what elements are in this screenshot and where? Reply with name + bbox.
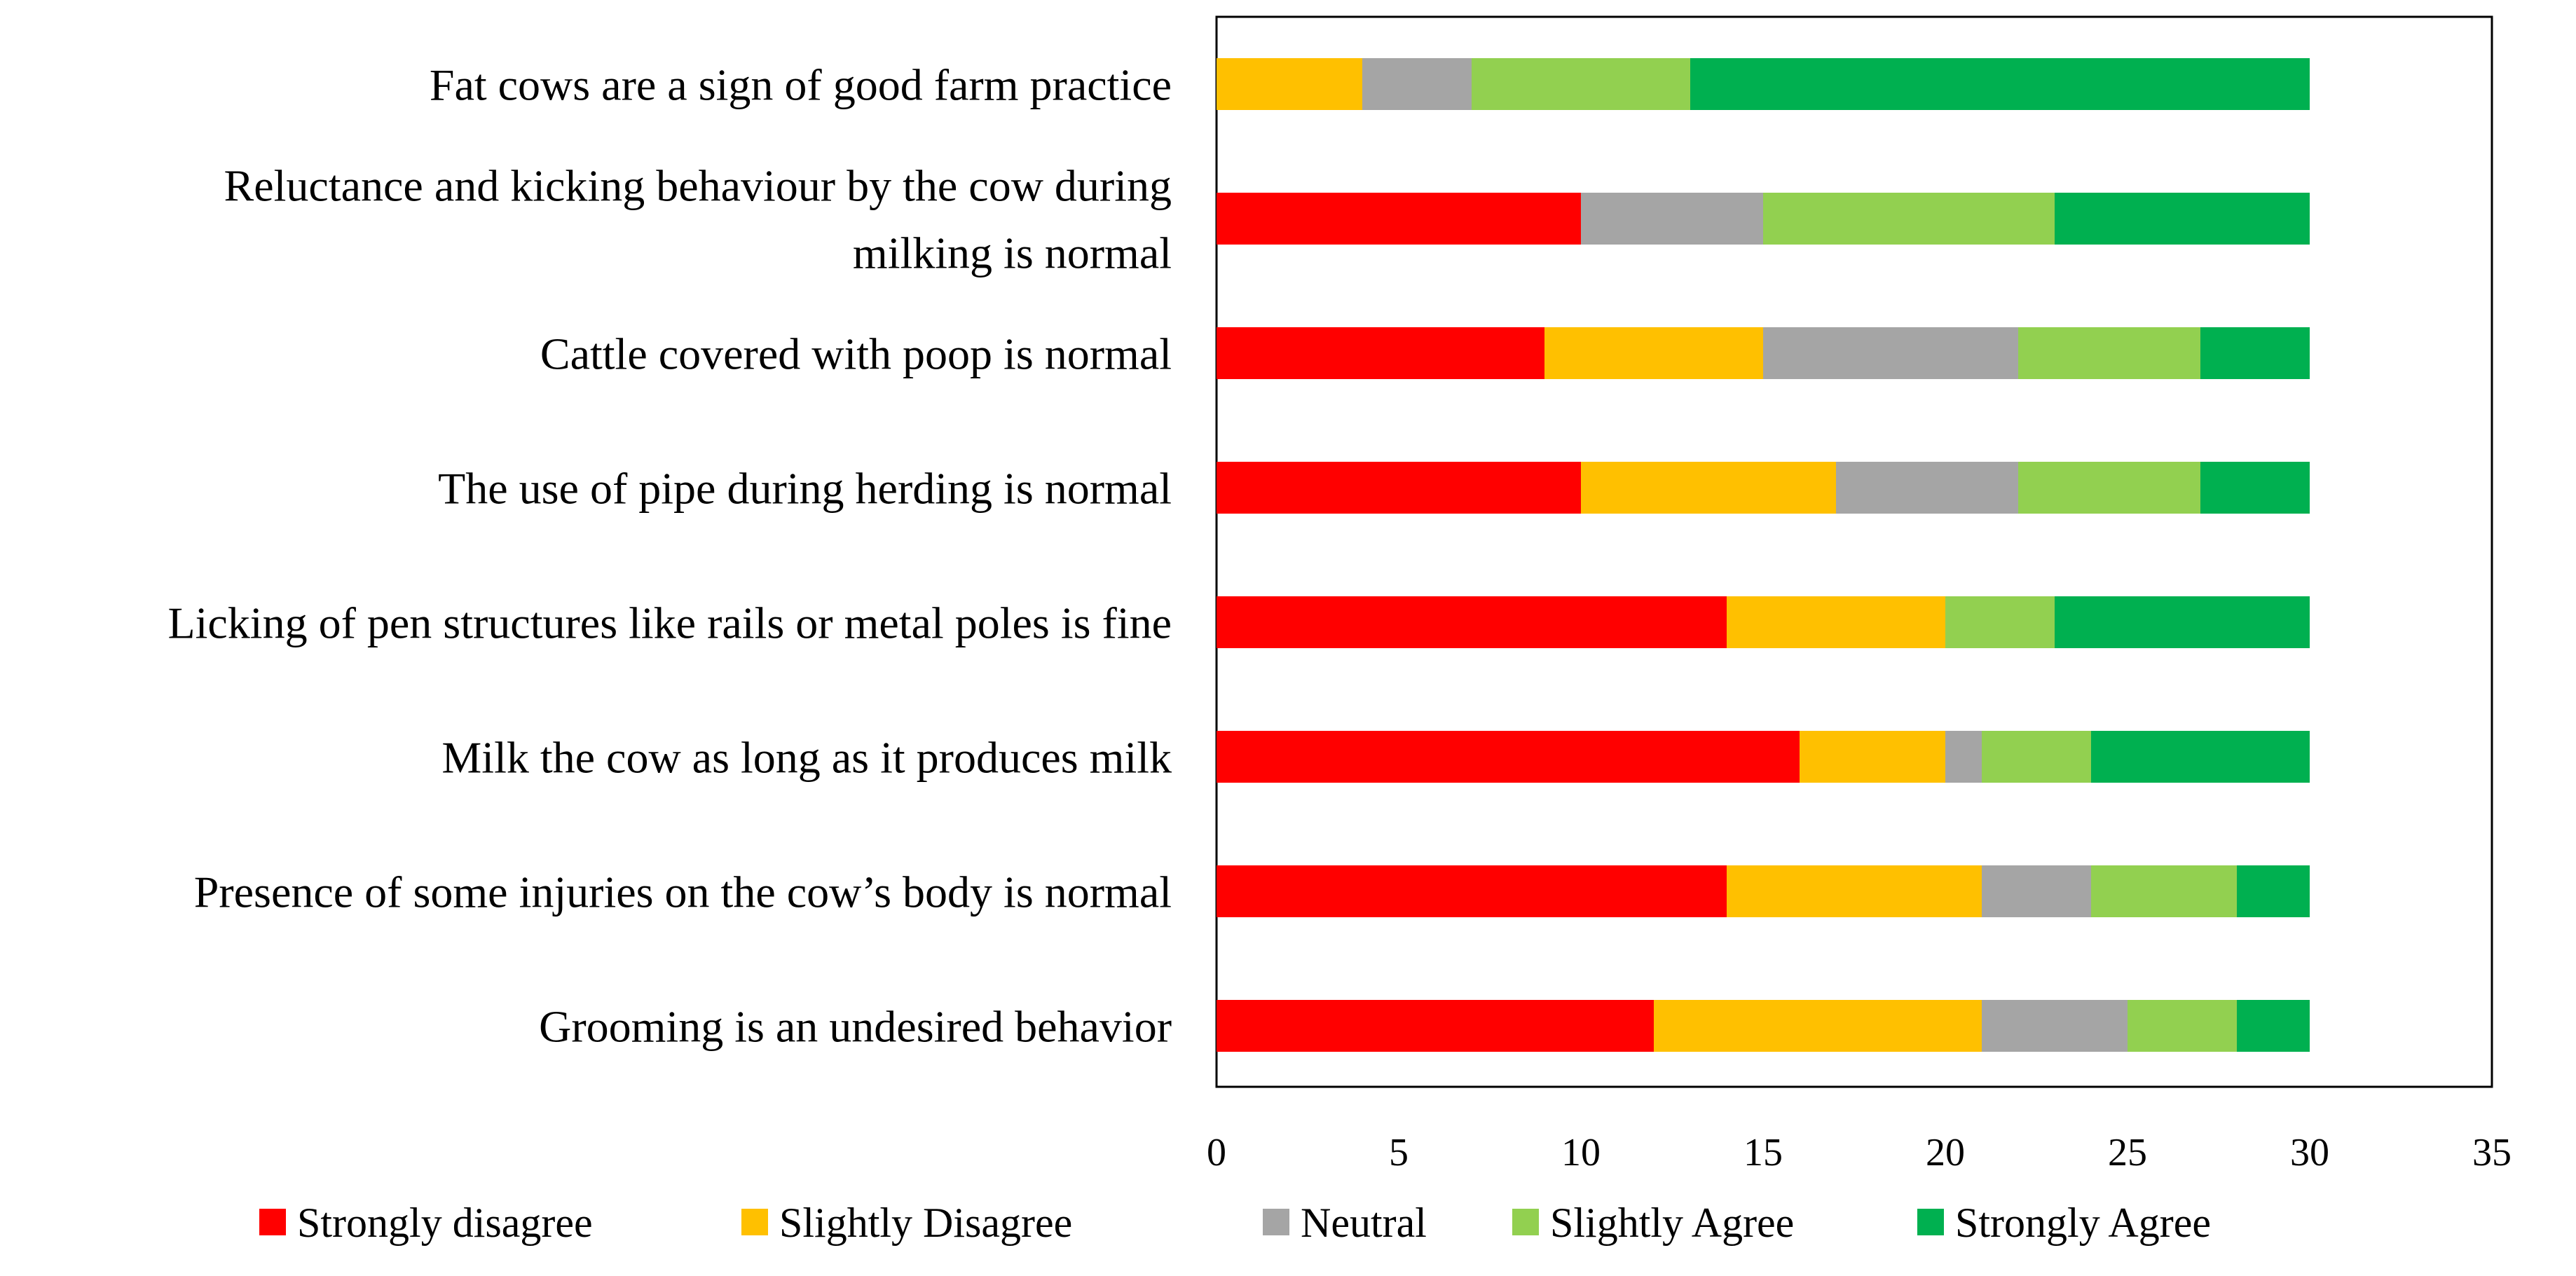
bar-segment	[1217, 327, 1544, 379]
bar-segment	[1217, 1000, 1654, 1052]
legend-label: Slightly Disagree	[779, 1200, 1072, 1246]
bar-segment	[1472, 58, 1690, 110]
bar-segment	[1763, 327, 2018, 379]
legend-swatch	[741, 1209, 768, 1235]
x-tick-label: 15	[1743, 1131, 1783, 1174]
legend-label: Strongly disagree	[297, 1200, 593, 1246]
category-labels: Fat cows are a sign of good farm practic…	[168, 60, 1172, 1051]
bar-segment	[1654, 1000, 1982, 1052]
bar-segment	[2091, 731, 2310, 783]
bar-segment	[2200, 327, 2310, 379]
bar-segment	[1581, 193, 1763, 245]
category-label: milking is normal	[853, 228, 1172, 277]
bar-segment	[1982, 1000, 2128, 1052]
category-label: Presence of some injuries on the cow’s b…	[194, 867, 1172, 917]
x-axis-ticks: 0 5 10 15 20 25 30 35	[1207, 1131, 2512, 1174]
bar-segment	[2055, 596, 2310, 648]
bar-segment	[1727, 596, 1945, 648]
bar-segment	[1690, 58, 2310, 110]
bar-segment	[2200, 462, 2310, 514]
legend-label: Strongly Agree	[1955, 1200, 2211, 1246]
bar-segment	[1982, 865, 2091, 917]
legend-label: Neutral	[1301, 1200, 1427, 1246]
x-tick-label: 30	[2290, 1131, 2329, 1174]
legend-swatch	[1263, 1209, 1289, 1235]
bar-segment	[1217, 462, 1581, 514]
bar-segment	[1836, 462, 2018, 514]
legend-swatch	[259, 1209, 286, 1235]
bar-segment	[1217, 865, 1727, 917]
category-label: Grooming is an undesired behavior	[539, 1001, 1172, 1051]
bar-group	[1217, 58, 2310, 1052]
bar-segment	[1217, 193, 1581, 245]
category-label: Fat cows are a sign of good farm practic…	[430, 60, 1172, 109]
category-label: The use of pipe during herding is normal	[438, 463, 1172, 513]
bar-segment	[1581, 462, 1836, 514]
bar-segment	[1362, 58, 1472, 110]
bar-segment	[2237, 1000, 2310, 1052]
category-label: Reluctance and kicking behaviour by the …	[224, 160, 1172, 210]
x-tick-label: 35	[2472, 1131, 2512, 1174]
bar-segment	[1217, 596, 1727, 648]
x-tick-label: 5	[1389, 1131, 1409, 1174]
x-tick-label: 0	[1207, 1131, 1226, 1174]
category-label: Licking of pen structures like rails or …	[168, 598, 1172, 647]
bar-segment	[1800, 731, 1945, 783]
legend: Strongly disagree Slightly Disagree Neutra…	[259, 1200, 2211, 1246]
legend-swatch	[1512, 1209, 1539, 1235]
bar-segment	[1217, 58, 1362, 110]
bar-segment	[1945, 731, 1982, 783]
x-tick-label: 25	[2108, 1131, 2147, 1174]
bar-segment	[1544, 327, 1763, 379]
bar-segment	[2237, 865, 2310, 917]
x-tick-label: 10	[1561, 1131, 1601, 1174]
bar-segment	[1763, 193, 2055, 245]
bar-segment	[2055, 193, 2310, 245]
bar-segment	[1945, 596, 2055, 648]
category-label: Cattle covered with poop is normal	[540, 329, 1172, 378]
bar-segment	[2128, 1000, 2237, 1052]
category-label: Milk the cow as long as it produces milk	[441, 732, 1172, 782]
legend-label: Slightly Agree	[1550, 1200, 1794, 1246]
bar-segment	[1727, 865, 1982, 917]
bar-segment	[2018, 327, 2200, 379]
legend-swatch	[1917, 1209, 1944, 1235]
bar-segment	[2018, 462, 2200, 514]
bar-segment	[2091, 865, 2237, 917]
plot-area-frame	[1215, 15, 2493, 1088]
bar-segment	[1982, 731, 2091, 783]
bar-segment	[1217, 731, 1800, 783]
x-tick-label: 20	[1926, 1131, 1965, 1174]
